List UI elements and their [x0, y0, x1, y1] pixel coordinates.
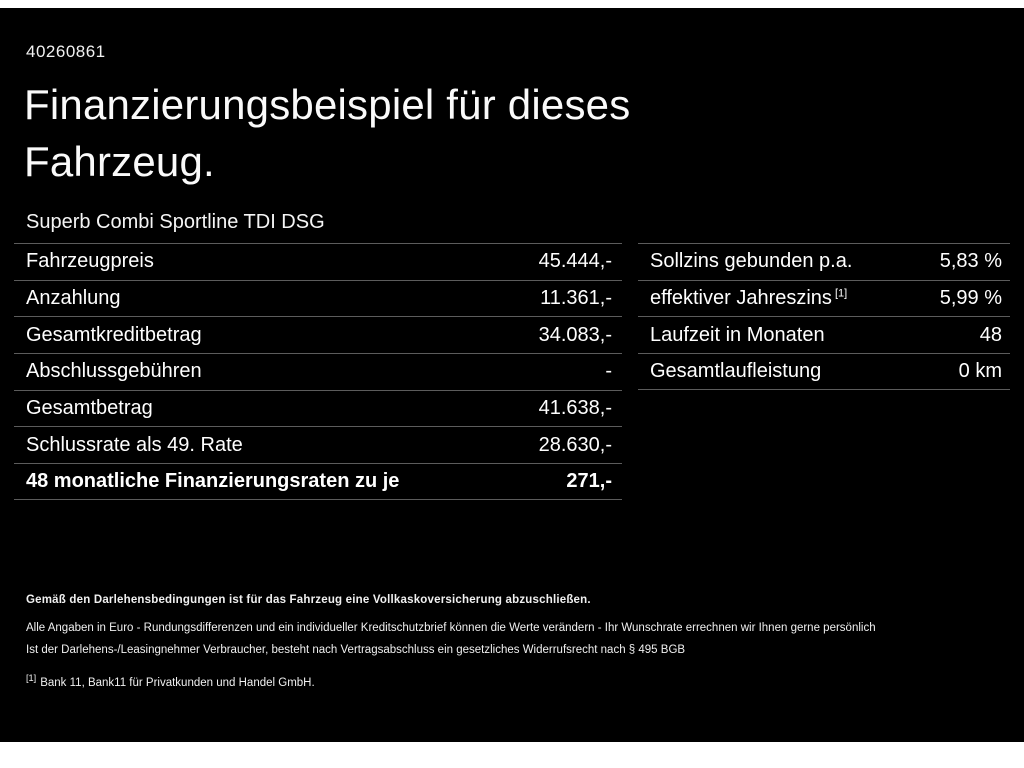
financing-table-left: Fahrzeugpreis 45.444,- Anzahlung 11.361,- Ge… — [14, 243, 622, 500]
row-label: effektiver Jahreszins [1] — [650, 287, 848, 310]
row-value: 48 — [979, 323, 1002, 346]
table-row: Laufzeit in Monaten 48 — [638, 316, 1010, 353]
row-value: 41.638,- — [538, 397, 612, 420]
row-label: Anzahlung — [26, 287, 121, 310]
table-row: Gesamtlaufleistung 0 km — [638, 353, 1010, 390]
row-label: Fahrzeugpreis — [26, 250, 154, 273]
table-row: Schlussrate als 49. Rate 28.630,- — [14, 426, 622, 463]
table-row: Gesamtbetrag 41.638,- — [14, 389, 622, 427]
row-label: Laufzeit in Monaten — [650, 323, 825, 346]
row-value: 5,83 % — [939, 250, 1002, 273]
title-line-2: Fahrzeug. — [24, 138, 215, 185]
row-value: 0 km — [958, 359, 1002, 382]
insurance-note: Gemäß den Darlehensbedingungen ist für d… — [26, 594, 591, 606]
vehicle-subtitle: Superb Combi Sportline TDI DSG — [26, 211, 325, 233]
row-label: Abschlussgebühren — [26, 360, 202, 383]
table-row: Sollzins gebunden p.a. 5,83 % — [638, 243, 1010, 280]
footnote-marker: [1] — [26, 673, 37, 684]
row-label: Gesamtkreditbetrag — [26, 323, 202, 346]
disclaimer-line-1: Alle Angaben in Euro - Rundungsdifferenz… — [26, 621, 876, 634]
footnote-text: Bank 11, Bank11 für Privatkunden und Han… — [40, 677, 315, 690]
financing-table-right: Sollzins gebunden p.a. 5,83 % effektiver J… — [638, 243, 1010, 390]
table-row: 48 monatliche Finanzierungsraten zu je 27… — [14, 463, 622, 500]
doc-id: 40260861 — [26, 42, 106, 61]
row-value: 5,99 % — [939, 287, 1002, 310]
row-value: 34.083,- — [538, 323, 612, 346]
row-label: Schlussrate als 49. Rate — [26, 433, 243, 456]
row-value: 45.444,- — [538, 250, 612, 273]
row-label: Gesamtbetrag — [26, 397, 153, 420]
title-line-1: Finanzierungsbeispiel für dieses — [24, 81, 631, 128]
row-value: - — [605, 360, 612, 383]
row-label: Gesamtlaufleistung — [650, 359, 822, 382]
row-value: 11.361,- — [540, 287, 612, 310]
table-row: effektiver Jahreszins [1] 5,99 % — [638, 279, 1010, 317]
row-value: 28.630,- — [538, 433, 612, 456]
footnote-reference: [1] Bank 11, Bank11 für Privatkunden und … — [26, 673, 1004, 691]
table-row: Abschlussgebühren - — [14, 353, 622, 390]
table-row: Fahrzeugpreis 45.444,- — [14, 243, 622, 280]
disclaimer-line-2: Ist der Darlehens-/Leasingnehmer Verbrau… — [26, 643, 686, 656]
table-row: Anzahlung 11.361,- — [14, 279, 622, 317]
row-value: 271,- — [566, 469, 612, 492]
row-label: Sollzins gebunden p.a. — [650, 250, 853, 273]
footer: Gemäß den Darlehensbedingungen ist für d… — [26, 594, 1004, 691]
page-title: Finanzierungsbeispiel für dieses Fahrzeu… — [24, 76, 630, 190]
financing-document: 40260861 Finanzierungsbeispiel für diese… — [0, 8, 1024, 742]
table-row: Gesamtkreditbetrag 34.083,- — [14, 316, 622, 353]
row-label: 48 monatliche Finanzierungsraten zu je — [26, 469, 400, 492]
footnote-marker: [1] — [831, 287, 848, 300]
